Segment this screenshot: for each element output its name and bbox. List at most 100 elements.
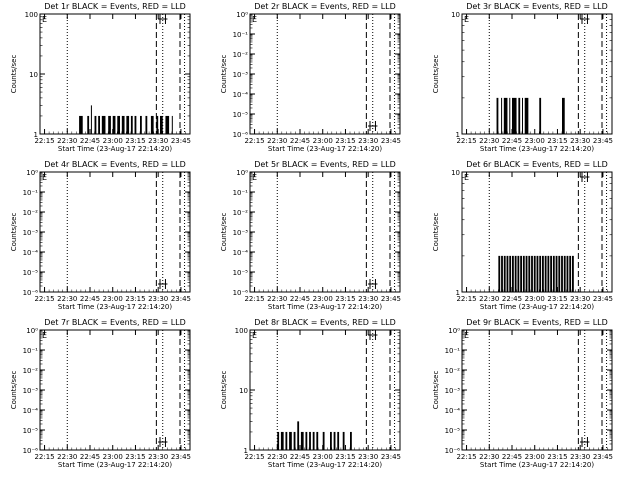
y-tick-label: 1 — [34, 131, 38, 139]
x-tick-label: 22:45 — [502, 295, 522, 303]
data-bar — [350, 431, 352, 450]
data-bar — [531, 255, 533, 292]
data-bar — [342, 431, 345, 450]
x-tick-label: 22:15 — [456, 453, 476, 461]
data-bar — [140, 115, 142, 134]
x-tick-label: 23:15 — [335, 453, 355, 461]
data-bar — [108, 115, 111, 134]
chart-panel: Det 5r BLACK = Events, RED = LLD 10⁻⁶ 10⁻⁵… — [220, 160, 401, 311]
y-tick-label: 10⁻⁵ — [445, 427, 461, 435]
x-tick-label: 22:15 — [34, 453, 54, 461]
data-bar — [512, 97, 517, 134]
x-tick-label: 22:45 — [502, 137, 522, 145]
y-tick-label: 10⁻⁵ — [23, 427, 39, 435]
y-tick-label: 10⁻³ — [23, 229, 39, 237]
x-tick-label: 22:15 — [244, 453, 264, 461]
chart-title: Det 5r BLACK = Events, RED = LLD — [254, 160, 396, 169]
marker-label: E — [252, 15, 257, 24]
x-tick-label: 22:30 — [57, 295, 77, 303]
plot-frame — [39, 171, 191, 293]
marker-label: E — [252, 173, 257, 182]
y-tick-label: 10 — [451, 169, 460, 177]
x-axis-label: Start Time (23-Aug-17 22:14:20) — [268, 461, 382, 469]
x-tick-label: 23:30 — [570, 453, 590, 461]
x-tick-label: 23:30 — [148, 453, 168, 461]
x-tick-label: 22:30 — [479, 137, 499, 145]
x-tick-label: 23:00 — [313, 453, 333, 461]
data-bar — [563, 255, 566, 292]
chart-panel: Det 7r BLACK = Events, RED = LLD 10⁻⁶ 10⁻⁵… — [10, 318, 191, 469]
x-axis-label: Start Time (23-Aug-17 22:14:20) — [268, 145, 382, 153]
y-tick-label: 10⁻⁴ — [445, 407, 461, 415]
data-bar — [525, 255, 528, 292]
x-tick-label: 22:15 — [456, 295, 476, 303]
x-tick-label: 23:15 — [335, 295, 355, 303]
data-bar — [509, 255, 512, 292]
y-tick-label: 10⁻² — [233, 51, 249, 59]
data-bar — [337, 431, 340, 450]
data-bar — [293, 431, 296, 450]
data-bar — [572, 255, 574, 292]
x-tick-label: 23:30 — [570, 137, 590, 145]
data-bar — [305, 431, 308, 450]
data-bar — [512, 255, 514, 292]
y-tick-label: 10 — [239, 387, 248, 395]
x-axis-label: Start Time (23-Aug-17 22:14:20) — [480, 303, 594, 311]
marker-label: E — [464, 173, 469, 182]
plot-frame — [249, 13, 401, 135]
plot-frame — [461, 329, 613, 451]
x-tick-label: 22:15 — [244, 137, 264, 145]
x-axis-label: Start Time (23-Aug-17 22:14:20) — [58, 303, 172, 311]
x-tick-label: 23:30 — [358, 453, 378, 461]
data-bar — [312, 431, 315, 450]
data-bar — [496, 97, 499, 134]
data-bar — [98, 115, 100, 134]
y-tick-label: 10⁻³ — [233, 71, 249, 79]
y-tick-label: 10⁻² — [445, 367, 461, 375]
data-bar — [561, 255, 563, 292]
y-axis-label: Counts/sec — [220, 55, 228, 94]
x-tick-label: 23:15 — [335, 137, 355, 145]
data-bar — [322, 431, 325, 450]
y-axis-label: Counts/sec — [432, 371, 440, 410]
x-tick-label: 23:00 — [313, 137, 333, 145]
x-tick-label: 23:15 — [125, 453, 145, 461]
data-bar — [566, 255, 569, 292]
y-axis-label: Counts/sec — [10, 371, 18, 410]
y-tick-label: 1 — [456, 289, 460, 297]
x-axis-label: Start Time (23-Aug-17 22:14:20) — [58, 145, 172, 153]
y-tick-label: 10⁻⁵ — [23, 269, 39, 277]
x-tick-label: 23:00 — [313, 295, 333, 303]
data-bar — [117, 115, 120, 134]
data-bar — [506, 255, 509, 292]
y-tick-label: 10⁻¹ — [233, 189, 249, 197]
x-tick-label: 22:30 — [267, 295, 287, 303]
data-bar — [297, 421, 300, 450]
y-tick-label: 10 — [29, 71, 38, 79]
x-tick-label: 22:15 — [456, 137, 476, 145]
data-bar — [528, 255, 531, 292]
chart-title: Det 7r BLACK = Events, RED = LLD — [44, 318, 186, 327]
y-tick-label: 10⁻² — [233, 209, 249, 217]
y-tick-label: 10⁻⁴ — [23, 407, 39, 415]
data-bar — [289, 431, 292, 450]
marker-label: E — [42, 15, 47, 24]
data-bar — [562, 97, 565, 134]
y-tick-label: 10⁰ — [448, 327, 460, 335]
x-tick-label: 23:00 — [525, 453, 545, 461]
plot-frame — [249, 329, 401, 451]
y-axis-label: Counts/sec — [220, 371, 228, 410]
y-tick-label: 10⁻⁶ — [23, 447, 39, 455]
data-bar — [165, 115, 170, 134]
x-tick-label: 22:30 — [267, 137, 287, 145]
data-bar — [309, 431, 311, 450]
x-tick-label: 23:00 — [525, 137, 545, 145]
x-axis-label: Start Time (23-Aug-17 22:14:20) — [480, 145, 594, 153]
y-axis-label: Counts/sec — [10, 213, 18, 252]
y-axis-label: Counts/sec — [432, 55, 440, 94]
y-tick-label: 10⁻² — [23, 367, 39, 375]
plot-frame — [461, 13, 613, 135]
chart-title: Det 1r BLACK = Events, RED = LLD — [44, 2, 186, 11]
data-bar — [533, 255, 536, 292]
